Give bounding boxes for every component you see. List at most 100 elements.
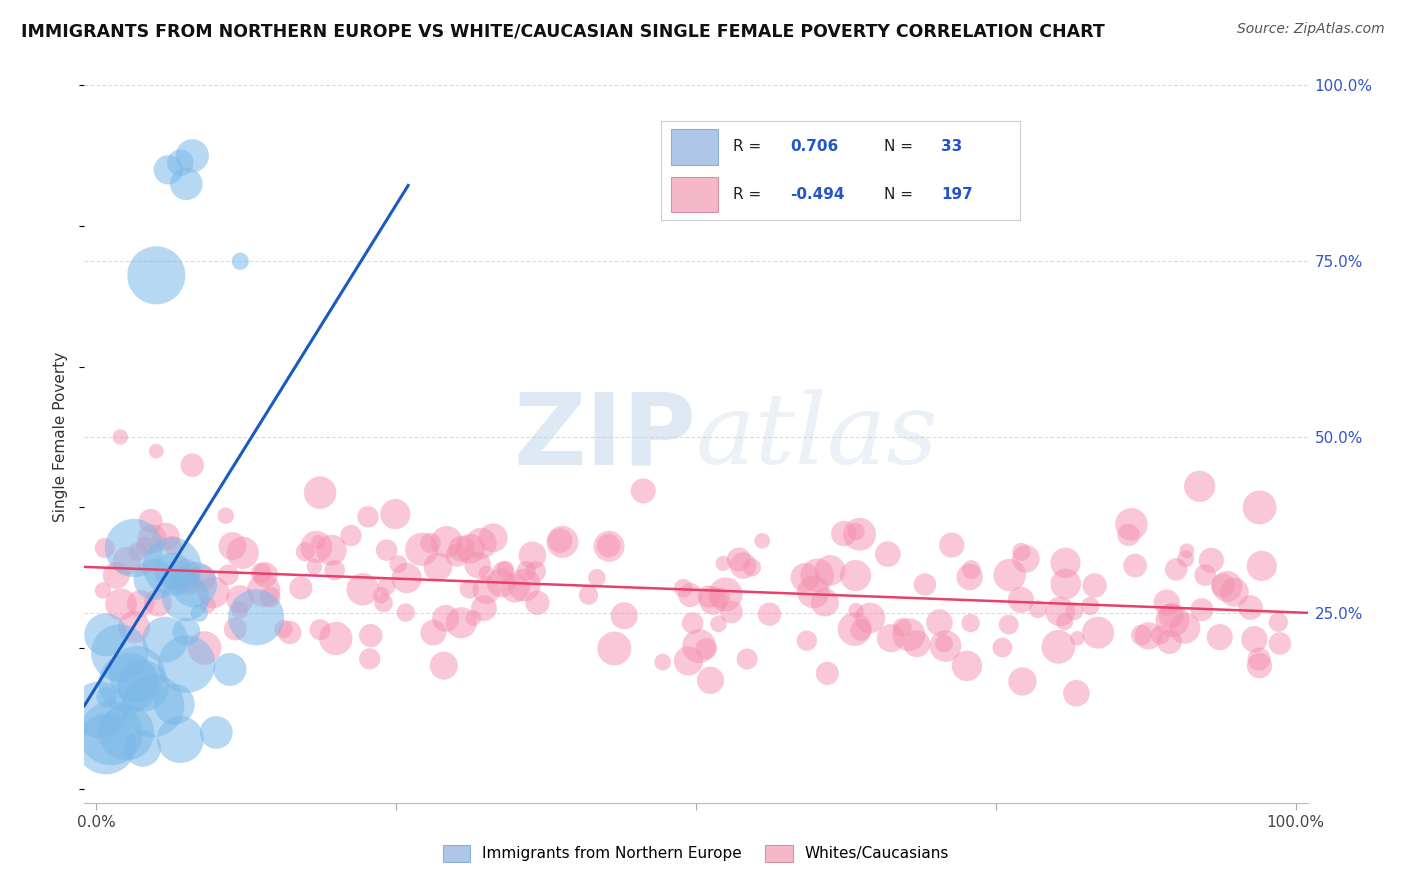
Point bbox=[849, 623, 872, 637]
Point bbox=[183, 577, 205, 591]
Point bbox=[360, 629, 382, 643]
Point bbox=[134, 540, 156, 554]
Point bbox=[503, 581, 526, 595]
Point bbox=[1209, 630, 1232, 644]
Point bbox=[1010, 593, 1032, 607]
Point bbox=[155, 529, 177, 543]
Point bbox=[217, 567, 239, 582]
Point bbox=[844, 622, 866, 636]
Point bbox=[395, 606, 418, 620]
Point bbox=[450, 541, 472, 556]
Point bbox=[818, 563, 841, 577]
Point bbox=[699, 673, 721, 688]
Point bbox=[960, 563, 983, 577]
Point bbox=[373, 596, 395, 610]
Point bbox=[94, 628, 117, 642]
Point bbox=[433, 658, 456, 673]
Text: -0.494: -0.494 bbox=[790, 187, 845, 202]
Point bbox=[197, 598, 219, 612]
Point bbox=[458, 582, 481, 596]
Point bbox=[229, 603, 252, 617]
Point bbox=[1156, 595, 1178, 609]
Point bbox=[515, 564, 537, 578]
Point bbox=[323, 563, 346, 577]
Point bbox=[458, 541, 481, 556]
Point bbox=[1084, 578, 1107, 592]
Point bbox=[96, 690, 118, 704]
Point bbox=[177, 575, 200, 590]
Point bbox=[598, 539, 620, 553]
Point bbox=[375, 543, 398, 558]
Text: atlas: atlas bbox=[696, 390, 939, 484]
Point bbox=[115, 725, 138, 739]
Point bbox=[122, 620, 145, 634]
Point bbox=[998, 568, 1021, 582]
Point bbox=[522, 549, 544, 563]
Point bbox=[682, 616, 704, 631]
Point bbox=[434, 611, 457, 625]
Point bbox=[697, 590, 720, 604]
Point bbox=[489, 575, 512, 590]
Point bbox=[132, 679, 155, 693]
Point bbox=[513, 578, 536, 592]
Point bbox=[321, 543, 343, 558]
Point bbox=[89, 703, 111, 717]
Point bbox=[305, 540, 328, 554]
Point bbox=[325, 632, 347, 646]
Point bbox=[294, 545, 316, 559]
Point bbox=[733, 558, 755, 573]
Text: ZIP: ZIP bbox=[513, 389, 696, 485]
Point bbox=[1066, 686, 1088, 700]
Point bbox=[679, 588, 702, 602]
Point bbox=[914, 577, 936, 591]
Point bbox=[1011, 674, 1033, 689]
Point bbox=[160, 559, 183, 574]
Point bbox=[728, 552, 751, 566]
Point bbox=[1191, 602, 1213, 616]
Point bbox=[1249, 658, 1271, 673]
Point bbox=[411, 542, 433, 557]
Point bbox=[1174, 621, 1197, 635]
Point bbox=[162, 564, 184, 578]
Point bbox=[419, 536, 441, 550]
Point bbox=[1015, 552, 1038, 566]
Text: N =: N = bbox=[883, 139, 918, 154]
Point bbox=[959, 616, 981, 631]
Point bbox=[959, 570, 981, 584]
Point bbox=[613, 608, 636, 623]
Point bbox=[709, 591, 731, 605]
Point bbox=[1063, 604, 1085, 618]
Point bbox=[131, 741, 153, 756]
Point bbox=[832, 526, 855, 541]
Point bbox=[254, 567, 277, 582]
Text: R =: R = bbox=[733, 187, 766, 202]
Point bbox=[162, 538, 184, 552]
Point bbox=[395, 571, 418, 585]
Point bbox=[794, 570, 817, 584]
Point bbox=[1243, 632, 1265, 647]
Point bbox=[1249, 652, 1271, 666]
Point bbox=[110, 597, 132, 611]
Point bbox=[145, 268, 167, 283]
Point bbox=[815, 666, 838, 681]
Point bbox=[688, 639, 710, 653]
Point bbox=[720, 605, 742, 619]
Point bbox=[127, 544, 149, 558]
Point bbox=[941, 538, 963, 552]
Point bbox=[714, 587, 737, 601]
Point bbox=[278, 625, 301, 640]
Point bbox=[169, 155, 191, 169]
Point bbox=[153, 632, 176, 647]
Point bbox=[880, 631, 903, 645]
Point bbox=[1078, 599, 1101, 613]
Point bbox=[259, 590, 281, 604]
Point bbox=[814, 595, 837, 609]
Point bbox=[803, 585, 825, 599]
Point bbox=[370, 588, 392, 602]
Point bbox=[94, 737, 117, 751]
Point bbox=[1123, 558, 1146, 573]
Point bbox=[229, 591, 252, 606]
Point bbox=[163, 698, 186, 712]
Y-axis label: Single Female Poverty: Single Female Poverty bbox=[53, 352, 69, 522]
Point bbox=[796, 633, 818, 648]
